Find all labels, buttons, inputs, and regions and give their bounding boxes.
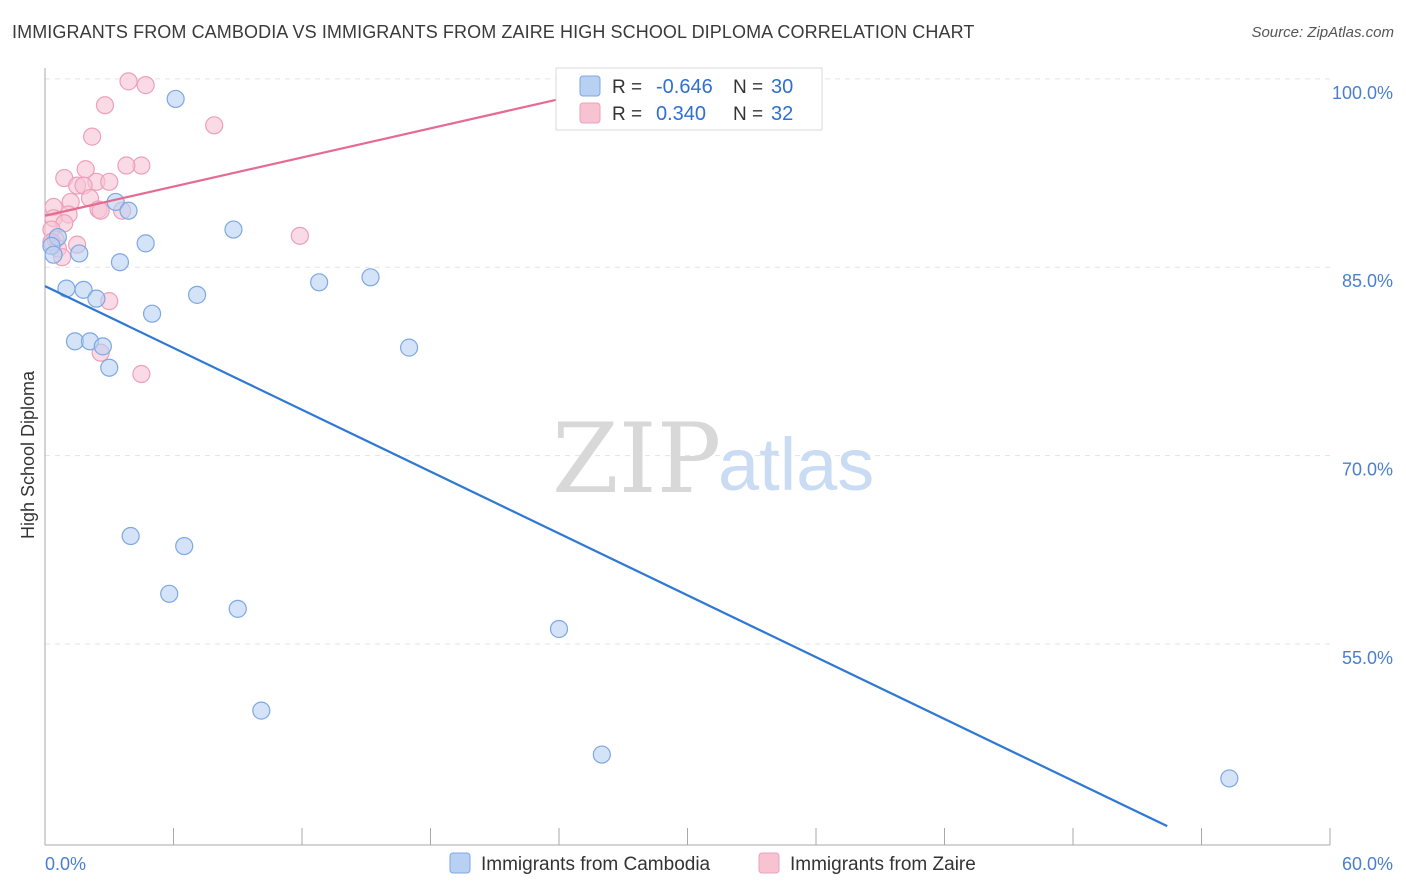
cambodia-point-7 bbox=[70, 244, 89, 263]
grid bbox=[45, 78, 1330, 645]
stats-n-value-zaire: 32 bbox=[771, 103, 793, 125]
source-credit: Source: ZipAtlas.com bbox=[1251, 24, 1394, 41]
series-zaire bbox=[42, 72, 309, 384]
trend-lines bbox=[44, 77, 1168, 828]
cambodia-point-21 bbox=[100, 358, 119, 377]
zaire-point-2 bbox=[95, 96, 115, 115]
stats-n-label-cambodia: N = bbox=[733, 77, 763, 98]
cambodia-point-2 bbox=[119, 201, 138, 220]
stats-r-value-zaire: 0.340 bbox=[656, 103, 706, 125]
cambodia-point-24 bbox=[160, 584, 179, 603]
chart-title: IMMIGRANTS FROM CAMBODIA VS IMMIGRANTS F… bbox=[12, 22, 975, 42]
cambodia-point-20 bbox=[93, 337, 112, 356]
series-legend: Immigrants from Cambodia Immigrants from… bbox=[449, 852, 976, 875]
cambodia-point-9 bbox=[110, 253, 130, 272]
watermark: ZIP atlas bbox=[552, 403, 874, 515]
cambodia-point-28 bbox=[592, 745, 611, 764]
stats-r-label-zaire: R = bbox=[612, 104, 642, 125]
zaire-point-4 bbox=[83, 127, 102, 146]
stats-r-label-cambodia: R = bbox=[612, 77, 642, 98]
zaire-point-9 bbox=[100, 172, 119, 191]
cambodia-point-13 bbox=[74, 280, 93, 299]
zaire-point-22 bbox=[290, 226, 309, 245]
series-cambodia bbox=[42, 89, 1239, 788]
cambodia-point-0 bbox=[166, 89, 185, 109]
zaire-point-31 bbox=[117, 156, 136, 175]
cambodia-point-15 bbox=[87, 289, 106, 308]
watermark-zip: ZIP bbox=[552, 403, 721, 515]
axes bbox=[44, 68, 1331, 846]
zaire-point-1 bbox=[136, 76, 155, 95]
y-tick-label-3: 55.0% bbox=[1342, 648, 1393, 668]
stats-swatch-zaire bbox=[579, 102, 601, 124]
watermark-atlas: atlas bbox=[718, 423, 874, 506]
y-tick-label-2: 70.0% bbox=[1342, 460, 1393, 480]
trend-line-zaire bbox=[44, 77, 650, 217]
cambodia-point-11 bbox=[310, 273, 329, 292]
y-axis-label: High School Diploma bbox=[18, 370, 38, 539]
stats-n-value-cambodia: 30 bbox=[771, 76, 793, 98]
legend-swatch-cambodia bbox=[449, 852, 471, 874]
stats-legend: R = -0.646 N = 30 R = 0.340 N = 32 bbox=[555, 67, 823, 131]
stats-n-label-zaire: N = bbox=[733, 104, 763, 125]
stats-swatch-cambodia bbox=[579, 75, 601, 97]
legend-swatch-zaire bbox=[758, 852, 780, 874]
zaire-point-3 bbox=[205, 116, 224, 135]
zaire-point-30 bbox=[132, 364, 151, 384]
y-tick-label-1: 85.0% bbox=[1342, 271, 1393, 291]
x-tick-labels: 0.0% 60.0% bbox=[45, 854, 1393, 874]
x-tick-label-0: 0.0% bbox=[45, 854, 86, 874]
cambodia-point-25 bbox=[228, 599, 247, 618]
zaire-point-0 bbox=[119, 72, 138, 91]
cambodia-point-17 bbox=[399, 338, 419, 357]
cambodia-point-16 bbox=[142, 304, 162, 323]
cambodia-point-8 bbox=[44, 245, 63, 264]
cambodia-point-5 bbox=[136, 234, 155, 253]
cambodia-point-26 bbox=[549, 619, 569, 639]
cambodia-point-23 bbox=[175, 536, 194, 556]
cambodia-point-10 bbox=[361, 268, 380, 287]
cambodia-point-14 bbox=[187, 285, 207, 304]
stats-r-value-cambodia: -0.646 bbox=[656, 76, 713, 98]
cambodia-point-27 bbox=[252, 701, 271, 720]
x-tick-label-1: 60.0% bbox=[1342, 854, 1393, 874]
legend-label-zaire: Immigrants from Zaire bbox=[790, 854, 976, 875]
cambodia-point-22 bbox=[121, 526, 140, 546]
y-tick-label-0: 100.0% bbox=[1332, 83, 1393, 103]
cambodia-point-3 bbox=[224, 220, 243, 239]
y-tick-labels: 100.0% 85.0% 70.0% 55.0% bbox=[1332, 83, 1393, 668]
trend-line-cambodia bbox=[44, 285, 1168, 828]
cambodia-point-29 bbox=[1220, 769, 1239, 788]
legend-label-cambodia: Immigrants from Cambodia bbox=[481, 854, 711, 875]
